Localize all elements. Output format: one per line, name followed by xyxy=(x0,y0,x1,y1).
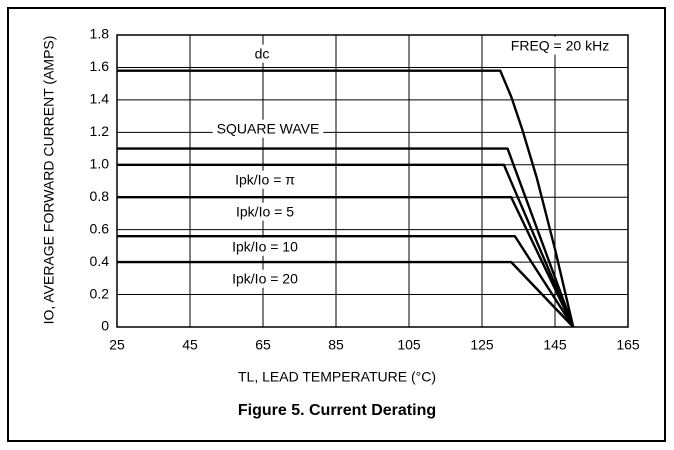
annotation: FREQ = 20 kHz xyxy=(511,38,609,54)
x-tick-label: 105 xyxy=(397,337,421,353)
y-tick-label: 1.0 xyxy=(90,155,110,171)
x-axis-label: TL, LEAD TEMPERATURE (°C) xyxy=(238,369,436,385)
series-line xyxy=(117,69,575,328)
series-line xyxy=(117,196,575,328)
series-label: Ipk/Io = π xyxy=(235,172,295,188)
series-line xyxy=(117,260,575,328)
y-tick-label: 0.4 xyxy=(90,253,110,269)
y-tick-label: 1.4 xyxy=(90,91,110,107)
x-tick-label: 65 xyxy=(255,337,271,353)
x-tick-label: 125 xyxy=(470,337,494,353)
series-label: Ipk/Io = 10 xyxy=(232,239,298,255)
x-tick-label: 25 xyxy=(109,337,125,353)
series-label: dc xyxy=(255,46,270,62)
label-bg xyxy=(232,202,299,221)
y-tick-label: 1.2 xyxy=(90,123,110,139)
y-tick-label: 0.2 xyxy=(90,285,110,301)
series-line xyxy=(117,234,575,328)
label-bg xyxy=(228,237,303,256)
series-line xyxy=(117,147,575,328)
y-tick-label: 0.6 xyxy=(90,220,110,236)
series-label: SQUARE WAVE xyxy=(217,121,320,137)
y-tick-label: 1.6 xyxy=(90,58,110,74)
label-bg xyxy=(228,269,303,288)
series-label: Ipk/Io = 5 xyxy=(236,204,294,220)
series-label: Ipk/Io = 20 xyxy=(232,271,298,287)
y-tick-label: 0 xyxy=(101,318,109,334)
frame xyxy=(7,7,666,442)
y-tick-label: 0.8 xyxy=(90,188,110,204)
label-bg xyxy=(212,119,324,138)
x-tick-label: 165 xyxy=(616,337,640,353)
label-bg xyxy=(250,44,274,63)
y-tick-label: 1.8 xyxy=(90,26,110,42)
label-bg xyxy=(506,36,614,55)
series-line xyxy=(117,163,575,328)
x-tick-label: 145 xyxy=(543,337,567,353)
caption: Figure 5. Current Derating xyxy=(238,402,436,419)
plot-border xyxy=(116,34,629,328)
x-tick-label: 85 xyxy=(328,337,344,353)
y-axis-label: IO, AVERAGE FORWARD CURRENT (AMPS) xyxy=(41,36,57,325)
x-tick-label: 45 xyxy=(182,337,198,353)
label-bg xyxy=(231,170,300,189)
